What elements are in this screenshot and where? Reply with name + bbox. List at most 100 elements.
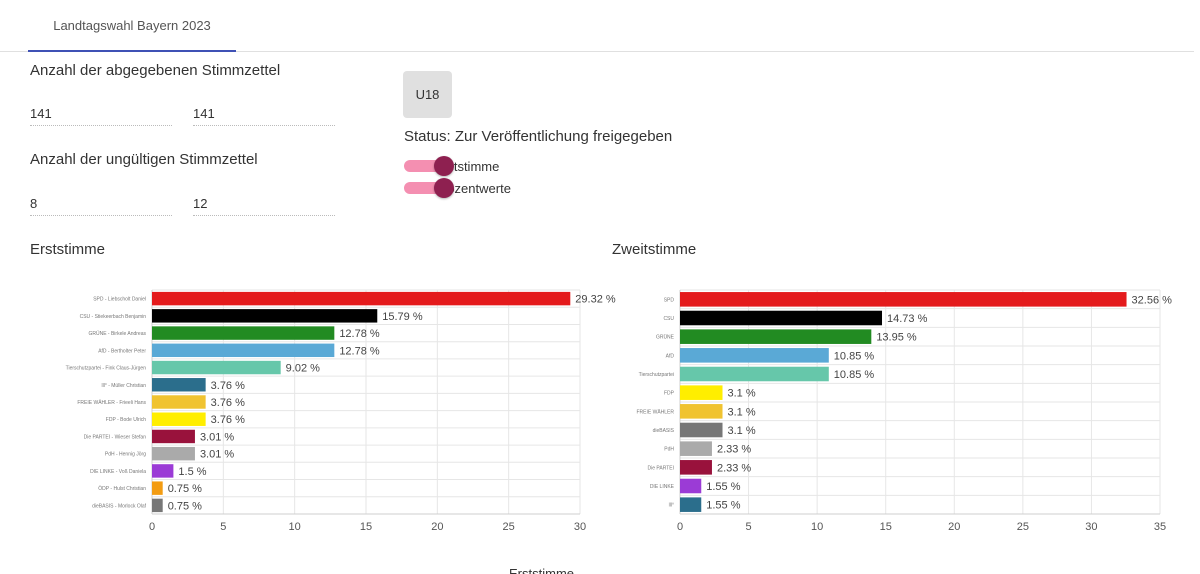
category-label: lll° - Müller Christian bbox=[101, 383, 146, 389]
category-label: SPD - Liebscholt Daniel bbox=[93, 297, 146, 303]
value-label: 1.55 % bbox=[706, 481, 740, 493]
ungueltige-stimmzettel-label: Anzahl der ungültigen Stimmzettel bbox=[30, 151, 258, 168]
category-label: Tierschutzpartei bbox=[639, 372, 674, 378]
erststimme-chart: 0 5 10 15 20 25 30 SPD - Liebscholt Daniel 29.32… bbox=[66, 289, 616, 533]
bar[interactable] bbox=[680, 348, 829, 363]
x-tick-label: 15 bbox=[880, 521, 892, 533]
x-tick-label: 5 bbox=[746, 521, 752, 533]
category-label: FDP - Bode Ulrich bbox=[106, 417, 146, 423]
value-label: 32.56 % bbox=[1132, 294, 1173, 306]
bar[interactable] bbox=[680, 385, 723, 400]
abgegebene-zweitstimme-field[interactable]: 141 bbox=[193, 104, 335, 126]
erststimme-toggle-label: rststimme bbox=[443, 158, 500, 174]
bar[interactable] bbox=[680, 422, 723, 438]
zweitstimme-chart-title: Zweitstimme bbox=[612, 241, 697, 258]
category-label: FREIE WÄHLER - Frieeli Hans bbox=[77, 399, 146, 406]
bar[interactable] bbox=[152, 446, 195, 461]
bar[interactable] bbox=[680, 366, 829, 382]
category-label: PdH - Hennig Jörg bbox=[105, 452, 146, 458]
prozentwerte-toggle[interactable]: rozentwerte bbox=[404, 178, 511, 198]
value-label: 0.75 % bbox=[168, 500, 202, 512]
category-label: Die PARTEI bbox=[648, 465, 675, 471]
value-label: 9.02 % bbox=[286, 363, 320, 375]
category-label: lll° bbox=[669, 503, 674, 509]
bar[interactable] bbox=[680, 310, 883, 326]
value-label: 10.85 % bbox=[834, 350, 875, 362]
x-tick-label: 30 bbox=[574, 521, 586, 533]
category-label: AfD bbox=[666, 353, 675, 359]
toggle-track bbox=[404, 178, 454, 198]
bar[interactable] bbox=[152, 464, 174, 478]
toggle-thumb bbox=[434, 156, 454, 176]
bar[interactable] bbox=[680, 404, 723, 419]
bar[interactable] bbox=[152, 498, 163, 513]
bar[interactable] bbox=[152, 429, 195, 444]
x-tick-label: 35 bbox=[1154, 521, 1166, 533]
bar[interactable] bbox=[152, 360, 281, 375]
x-tick-label: 15 bbox=[360, 521, 372, 533]
x-tick-label: 20 bbox=[431, 521, 443, 533]
bar[interactable] bbox=[152, 343, 335, 358]
x-tick-label: 0 bbox=[149, 521, 155, 533]
ungueltige-zweitstimme-field[interactable]: 12 bbox=[193, 194, 335, 216]
bar[interactable] bbox=[680, 292, 1127, 307]
value-label: 3.76 % bbox=[211, 397, 245, 409]
value-label: 0.75 % bbox=[168, 483, 202, 495]
u18-button[interactable]: U18 bbox=[403, 71, 452, 118]
value-label: 1.55 % bbox=[706, 500, 740, 512]
value-label: 2.33 % bbox=[717, 462, 751, 474]
category-label: dieBASIS bbox=[653, 428, 675, 434]
category-label: Tierschutzpartei - Fink Claus-Jürgen bbox=[66, 366, 147, 372]
abgegebene-stimmzettel-label: Anzahl der abgegebenen Stimmzettel bbox=[30, 62, 281, 79]
value-label: 3.76 % bbox=[211, 414, 245, 426]
zweitstimme-chart: 0 5 10 15 20 25 30 35 SPD 32.56 % CSU 14.73 % GRÜNE 1… bbox=[636, 289, 1173, 533]
bar[interactable] bbox=[152, 412, 206, 426]
category-label: GRÜNE - Birkele Andreas bbox=[88, 330, 146, 337]
bar[interactable] bbox=[152, 309, 378, 323]
value-label: 10.85 % bbox=[834, 369, 875, 381]
x-tick-label: 10 bbox=[811, 521, 823, 533]
bar[interactable] bbox=[152, 326, 335, 340]
x-tick-label: 25 bbox=[503, 521, 515, 533]
bar[interactable] bbox=[152, 395, 206, 409]
value-label: 3.1 % bbox=[728, 406, 756, 418]
value-label: 3.1 % bbox=[728, 388, 756, 400]
ungueltige-erststimme-field[interactable]: 8 bbox=[30, 194, 172, 216]
category-label: CSU - Stiekeerbach Benjamin bbox=[80, 314, 147, 320]
x-tick-label: 30 bbox=[1085, 521, 1097, 533]
category-label: CSU bbox=[663, 316, 674, 322]
category-label: FDP bbox=[664, 391, 675, 397]
value-label: 14.73 % bbox=[887, 313, 928, 325]
category-label: AfD - Bertholter Peter bbox=[98, 348, 146, 354]
value-label: 1.5 % bbox=[178, 466, 206, 478]
value-label: 2.33 % bbox=[717, 444, 751, 456]
bar[interactable] bbox=[680, 478, 702, 494]
erststimme-toggle[interactable]: rststimme bbox=[404, 156, 499, 176]
value-label: 3.1 % bbox=[728, 425, 756, 437]
value-label: 12.78 % bbox=[339, 328, 380, 340]
category-label: dieBASIS - Morlock Olaf bbox=[92, 503, 147, 509]
category-label: GRÜNE bbox=[656, 334, 675, 341]
abgegebene-erststimme-field[interactable]: 141 bbox=[30, 104, 172, 126]
x-tick-label: 25 bbox=[1017, 521, 1029, 533]
value-label: 13.95 % bbox=[876, 332, 917, 344]
bottom-chart-title: Erststimme bbox=[509, 566, 574, 574]
bar[interactable] bbox=[152, 291, 571, 306]
bar[interactable] bbox=[680, 460, 712, 475]
tab-landtagswahl-bayern-2023[interactable]: Landtagswahl Bayern 2023 bbox=[28, 0, 236, 52]
bar[interactable] bbox=[680, 441, 712, 456]
bar[interactable] bbox=[152, 378, 206, 392]
x-tick-label: 0 bbox=[677, 521, 683, 533]
category-label: FREIE WÄHLER bbox=[636, 408, 674, 415]
toggle-track bbox=[404, 156, 454, 176]
x-tick-label: 10 bbox=[289, 521, 301, 533]
bar[interactable] bbox=[152, 481, 163, 495]
bar[interactable] bbox=[680, 497, 702, 512]
value-label: 3.76 % bbox=[211, 380, 245, 392]
value-label: 12.78 % bbox=[339, 345, 380, 357]
x-tick-label: 20 bbox=[948, 521, 960, 533]
prozentwerte-toggle-label: rozentwerte bbox=[443, 180, 511, 196]
category-label: Die PARTEI - Wieser Stefan bbox=[84, 434, 147, 440]
value-label: 3.01 % bbox=[200, 431, 234, 443]
bar[interactable] bbox=[680, 329, 872, 344]
